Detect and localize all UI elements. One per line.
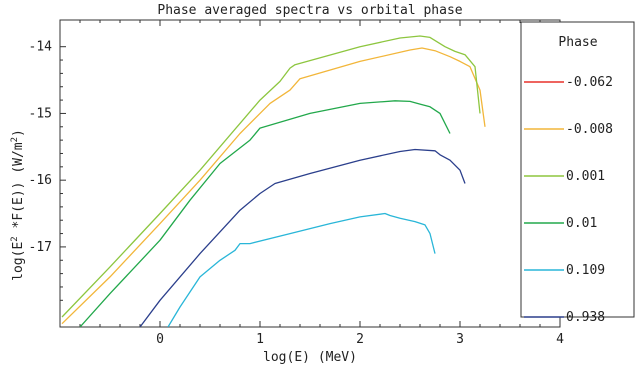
legend-label-2: -0.008 xyxy=(566,122,613,137)
x-tick-label: 1 xyxy=(256,332,264,347)
legend-label-1: -0.062 xyxy=(566,75,613,90)
y-axis: -17 -16 -15 -14 xyxy=(29,40,560,301)
legend-title: Phase xyxy=(558,35,597,50)
y-tick-label: -14 xyxy=(29,40,53,55)
legend-label-6: 0.938 xyxy=(566,310,605,325)
series-line-3 xyxy=(61,35,481,318)
series-line-2 xyxy=(61,47,486,325)
chart-title: Phase averaged spectra vs orbital phase xyxy=(157,3,462,18)
y-tick-label: -16 xyxy=(29,173,52,188)
legend-label-3: 0.001 xyxy=(566,169,605,184)
x-tick-label: 3 xyxy=(456,332,464,347)
x-tick-label: 2 xyxy=(356,332,364,347)
series-line-5 xyxy=(167,212,436,327)
legend-box xyxy=(520,21,635,318)
series-lines xyxy=(61,35,486,327)
x-axis-label: log(E) (MeV) xyxy=(263,350,357,365)
series-line-6 xyxy=(139,148,466,327)
legend: Phase -0.062 -0.008 0.001 0.01 0.109 0.938 xyxy=(520,21,635,325)
series-line-4 xyxy=(79,100,451,327)
legend-label-4: 0.01 xyxy=(566,216,597,231)
legend-label-5: 0.109 xyxy=(566,263,605,278)
y-tick-label: -17 xyxy=(29,240,52,255)
y-tick-label: -15 xyxy=(29,106,52,121)
y-axis-label: log(E2 *F(E)) (W/m2) xyxy=(10,129,26,281)
x-tick-label: 0 xyxy=(156,332,164,347)
x-axis: 0 1 2 3 4 xyxy=(79,20,564,347)
x-tick-label: 4 xyxy=(556,332,564,347)
